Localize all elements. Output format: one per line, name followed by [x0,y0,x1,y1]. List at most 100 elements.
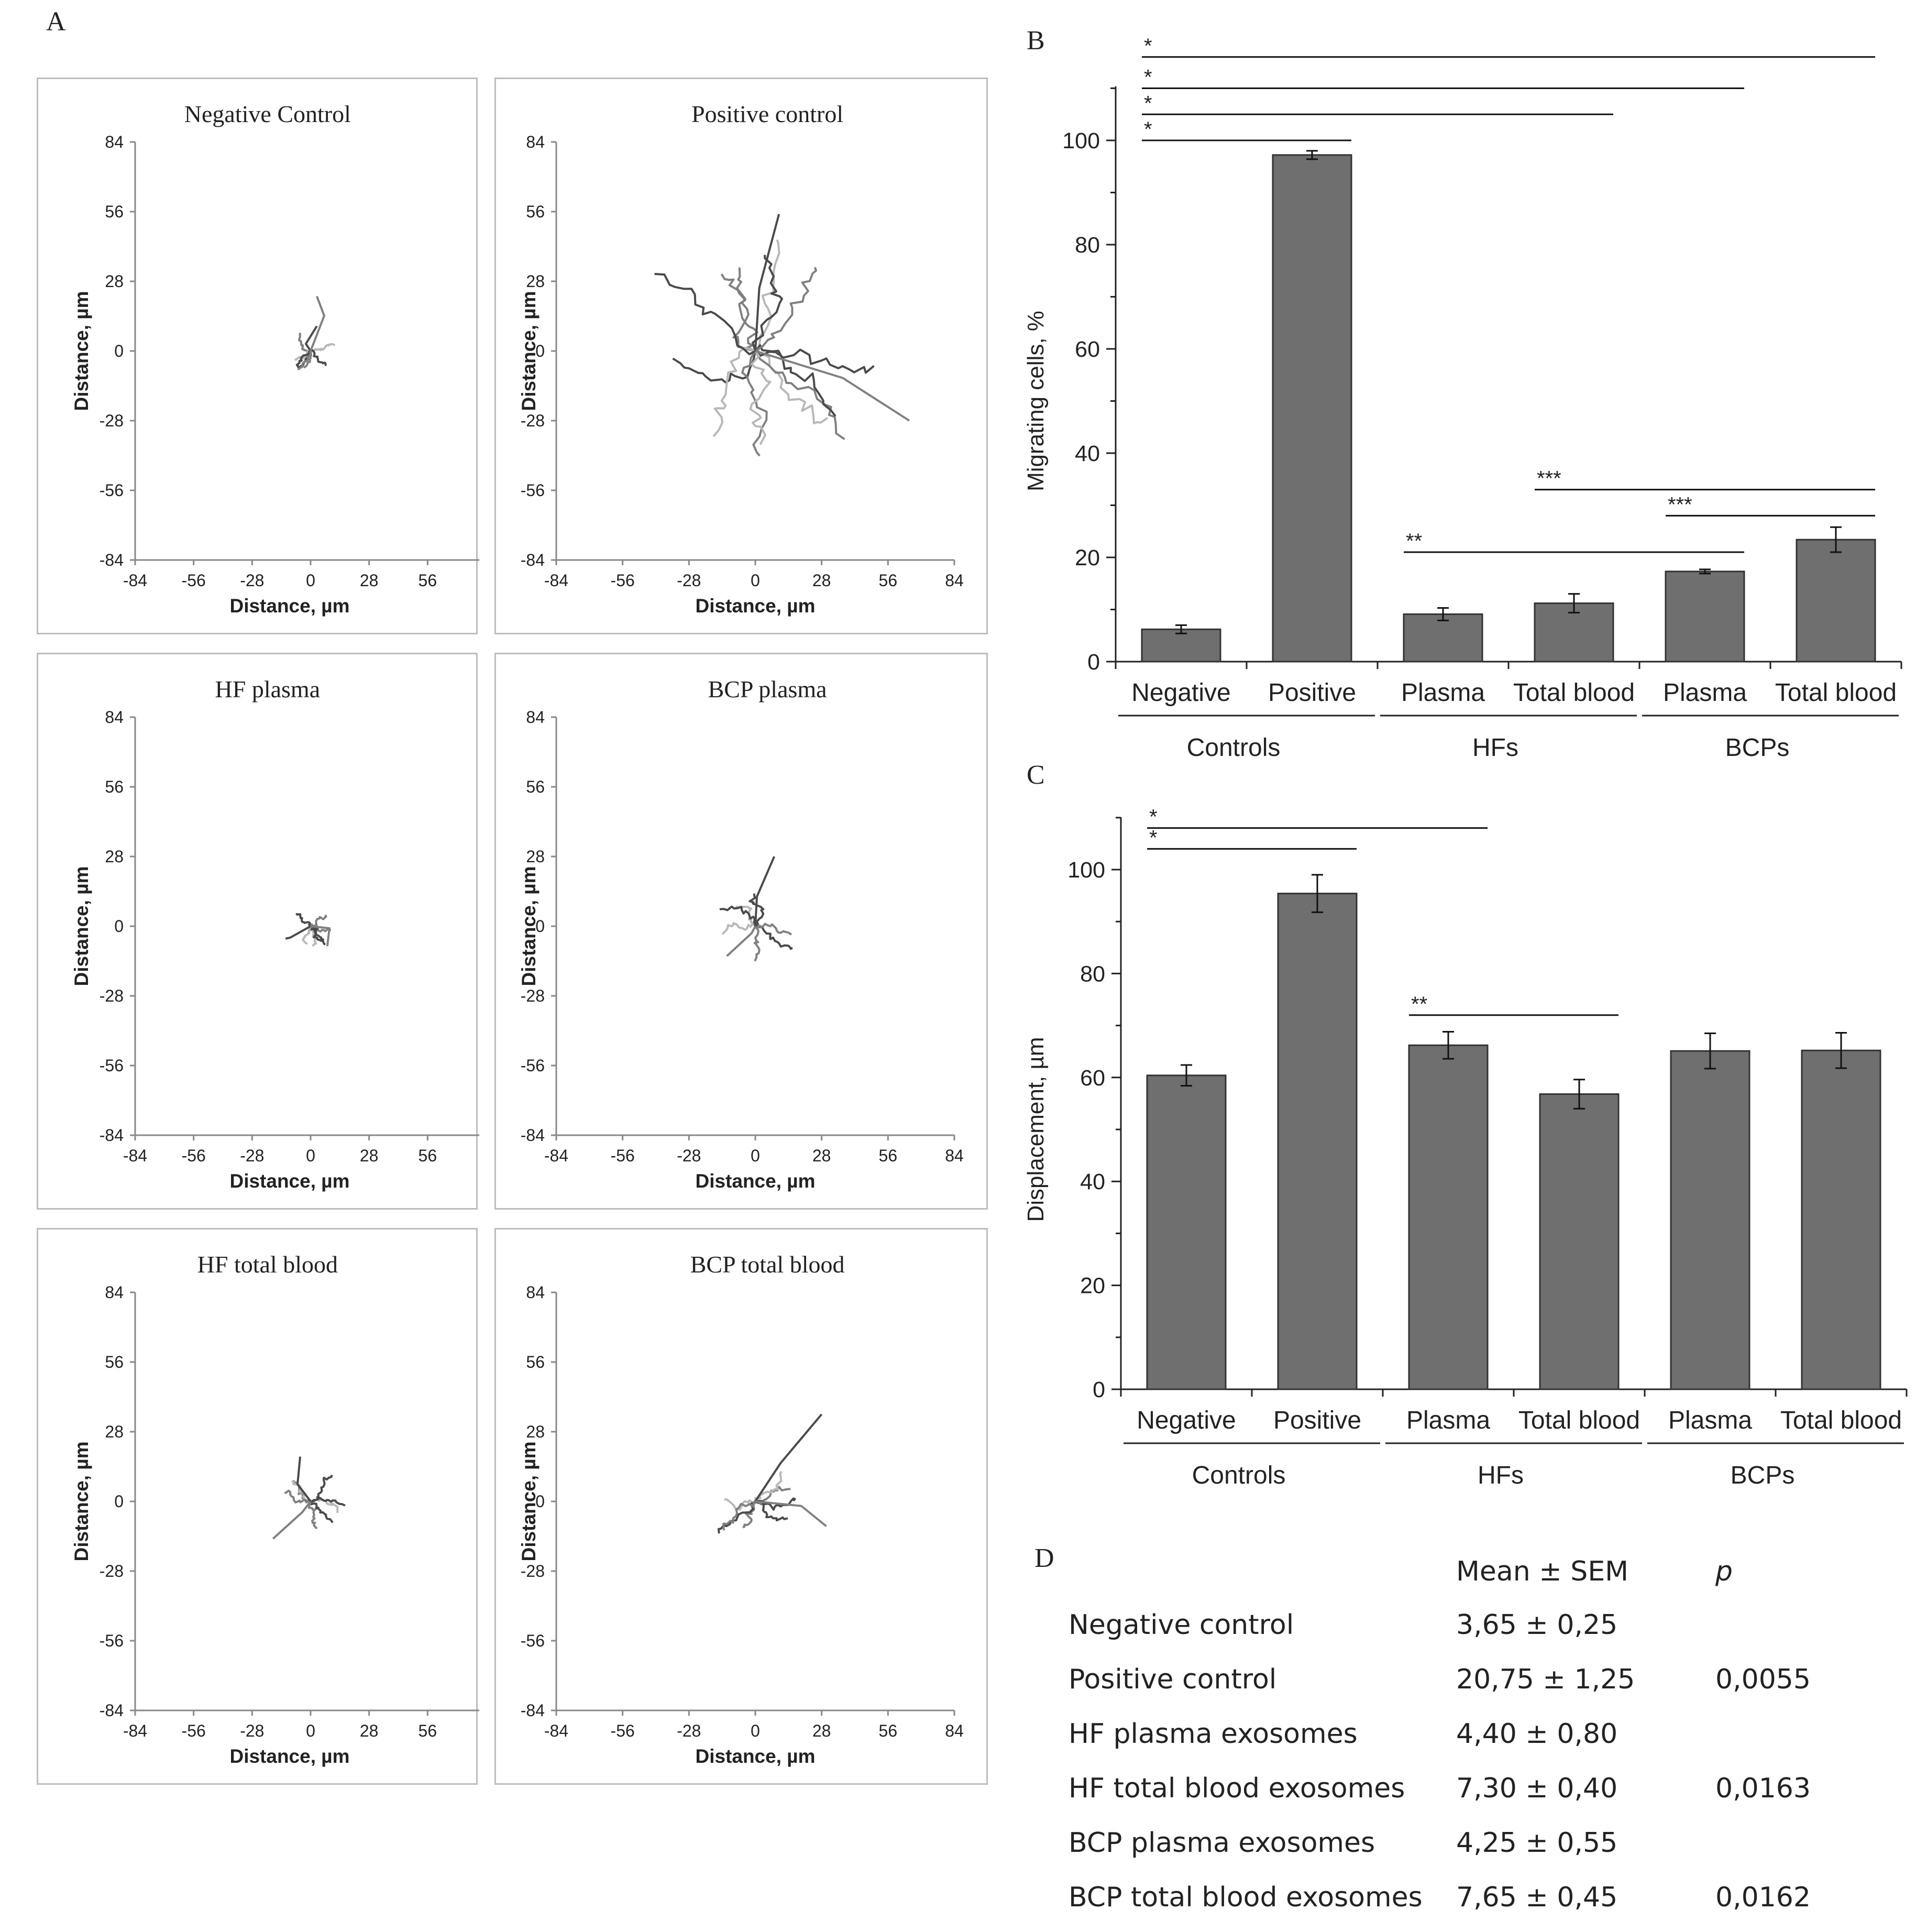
x-tick-label: 28 [812,1721,831,1740]
y-tick-label: 0 [114,342,124,360]
x-tick-label: -28 [677,1721,701,1740]
x-tick-label: -56 [182,571,206,590]
bar [1408,1044,1489,1390]
x-tick-label: 0 [751,1721,760,1740]
category-label: Positive [1273,1407,1361,1434]
table-row: Positive control 20,75 ± 1,25 0,0055 [1069,1664,1907,1700]
cell-trajectory [310,1501,334,1523]
group-label: Controls [1192,1462,1286,1489]
y-tick-label: 28 [526,272,545,291]
table-header-row: Mean ± SEM p [1069,1556,1907,1593]
significance-label: * [1144,118,1152,141]
y-tick-label: -28 [100,986,124,1005]
y-tick-label: 20 [1080,1274,1105,1299]
y-tick-label: -28 [100,411,124,430]
y-tick-label: -84 [100,551,124,569]
category-label: Plasma [1406,1407,1490,1434]
track-plot-svg: Negative Control 84 56 28 0 -28 -56 -84 -84 -56 -2… [71,101,479,617]
cell-trajectory [754,214,780,352]
y-tick-label: 28 [526,1422,545,1441]
cell-trajectory [721,922,756,935]
cell-trajectory [753,926,761,962]
x-tick-label: -84 [544,1721,568,1740]
table-row: BCP plasma exosomes 4,25 ± 0,55 [1069,1827,1907,1864]
row-p: 0,0055 [1715,1664,1811,1695]
table-header-mean: Mean ± SEM [1456,1556,1629,1587]
y-axis-title: Distance, µm [71,291,92,411]
cell-trajectory [752,255,784,352]
x-tick-label: 0 [751,571,760,590]
x-tick-label: 56 [419,1146,437,1165]
x-tick-label: 0 [306,1721,315,1740]
y-tick-label: -28 [521,1562,545,1580]
significance-label: ** [1411,993,1427,1016]
cell-trajectory [298,332,311,353]
x-tick-label: 84 [945,571,964,590]
cell-trajectory [754,350,845,441]
category-label: Negative [1131,679,1230,707]
cell-trajectory [755,239,780,352]
bar [1277,893,1358,1390]
track-plot-title: Positive control [691,101,843,127]
x-tick-label: 84 [945,1721,964,1740]
bar [1403,613,1483,663]
y-tick-label: 28 [105,272,124,291]
x-tick-label: -28 [240,571,264,590]
cell-trajectory [755,925,793,950]
category-label: Negative [1137,1407,1236,1434]
significance-label: ** [1406,530,1422,553]
cell-trajectory [719,905,756,927]
category-label: Total blood [1775,679,1897,707]
row-mean: 4,25 ± 0,55 [1456,1827,1618,1859]
cell-trajectory [285,925,311,940]
table-header-p: p [1715,1556,1733,1587]
cell-trajectory [284,1489,312,1503]
y-tick-label: 84 [105,133,124,151]
row-mean: 4,40 ± 0,80 [1456,1718,1618,1750]
y-tick-label: 0 [114,1492,124,1511]
x-tick-label: 28 [812,571,831,590]
y-tick-label: -56 [100,1631,124,1650]
x-tick-label: 56 [879,1721,898,1740]
x-tick-label: -84 [544,571,568,590]
bar [1801,1049,1881,1390]
significance-label: *** [1537,467,1561,490]
x-tick-label: -56 [611,1146,635,1165]
y-axis-title: Distance, µm [518,291,539,411]
track-plot-title: HF plasma [215,676,321,702]
cell-trajectory [754,348,875,374]
cell-trajectory [754,344,836,417]
y-tick-label: 20 [1075,545,1100,570]
x-tick-label: -28 [240,1146,264,1165]
y-axis-title: Displacement, µm [1023,1037,1049,1222]
bar [1665,570,1745,663]
y-tick-label: 60 [1080,1066,1105,1091]
group-label: HFs [1472,734,1518,762]
y-tick-label: 56 [526,777,545,796]
panel-letter-b: B [1027,26,1045,56]
row-label: HF plasma exosomes [1069,1718,1358,1750]
track-panel-hf-plasma: HF plasma 84 56 28 0 -28 -56 -84 -84 -56 -28 0 28 56 D… [37,653,479,1210]
bar [1796,539,1876,663]
y-axis-title: Distance, µm [518,1441,539,1561]
y-tick-label: 28 [105,1422,124,1441]
y-tick-label: 84 [526,1283,545,1302]
y-tick-label: 100 [1062,128,1100,153]
y-tick-label: 80 [1080,961,1105,986]
track-plot-title: HF total blood [197,1251,338,1278]
track-panel-bcp-total-blood: BCP total blood 84 56 28 0 -28 -56 -84 -84 -56 -28… [494,1228,988,1785]
x-tick-label: -56 [182,1146,206,1165]
x-tick-label: -84 [123,1146,147,1165]
y-tick-label: -56 [100,1056,124,1075]
y-tick-label: 28 [105,847,124,866]
cell-trajectory [310,925,323,942]
x-tick-label: 28 [360,571,379,590]
x-tick-label: -84 [123,571,147,590]
cell-trajectory [654,272,756,356]
track-plot-title: BCP plasma [708,676,827,702]
x-axis-title: Distance, µm [695,1170,815,1192]
cell-trajectory [272,1500,312,1540]
row-p: 0,0162 [1715,1882,1811,1913]
row-label: BCP plasma exosomes [1069,1827,1375,1859]
row-mean: 20,75 ± 1,25 [1456,1664,1635,1695]
